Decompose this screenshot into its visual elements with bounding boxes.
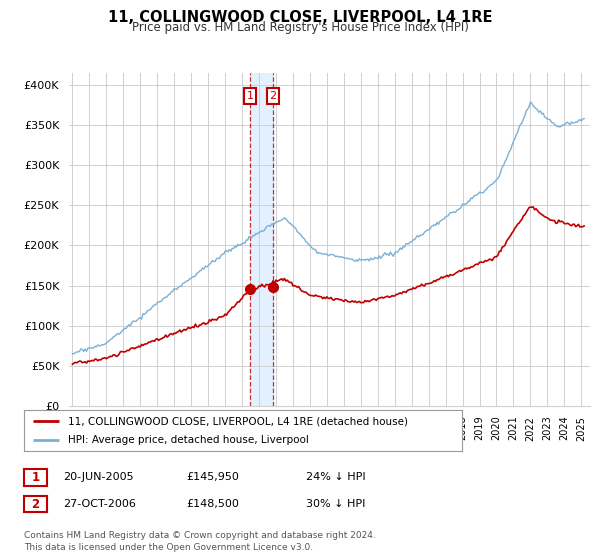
Text: 2: 2 xyxy=(269,91,277,101)
Text: 24% ↓ HPI: 24% ↓ HPI xyxy=(306,472,365,482)
Bar xyxy=(250,73,273,406)
Text: 27-OCT-2006: 27-OCT-2006 xyxy=(63,499,136,509)
Text: £145,950: £145,950 xyxy=(186,472,239,482)
Text: 1: 1 xyxy=(31,470,40,484)
Text: HPI: Average price, detached house, Liverpool: HPI: Average price, detached house, Live… xyxy=(68,435,308,445)
Text: £148,500: £148,500 xyxy=(186,499,239,509)
Text: 11, COLLINGWOOD CLOSE, LIVERPOOL, L4 1RE (detached house): 11, COLLINGWOOD CLOSE, LIVERPOOL, L4 1RE… xyxy=(68,417,408,426)
Text: Contains HM Land Registry data © Crown copyright and database right 2024.
This d: Contains HM Land Registry data © Crown c… xyxy=(24,531,376,552)
Text: 1: 1 xyxy=(247,91,254,101)
Text: Price paid vs. HM Land Registry's House Price Index (HPI): Price paid vs. HM Land Registry's House … xyxy=(131,21,469,34)
Text: 11, COLLINGWOOD CLOSE, LIVERPOOL, L4 1RE: 11, COLLINGWOOD CLOSE, LIVERPOOL, L4 1RE xyxy=(108,10,492,25)
Text: 30% ↓ HPI: 30% ↓ HPI xyxy=(306,499,365,509)
Text: 20-JUN-2005: 20-JUN-2005 xyxy=(63,472,134,482)
Text: 2: 2 xyxy=(31,497,40,511)
